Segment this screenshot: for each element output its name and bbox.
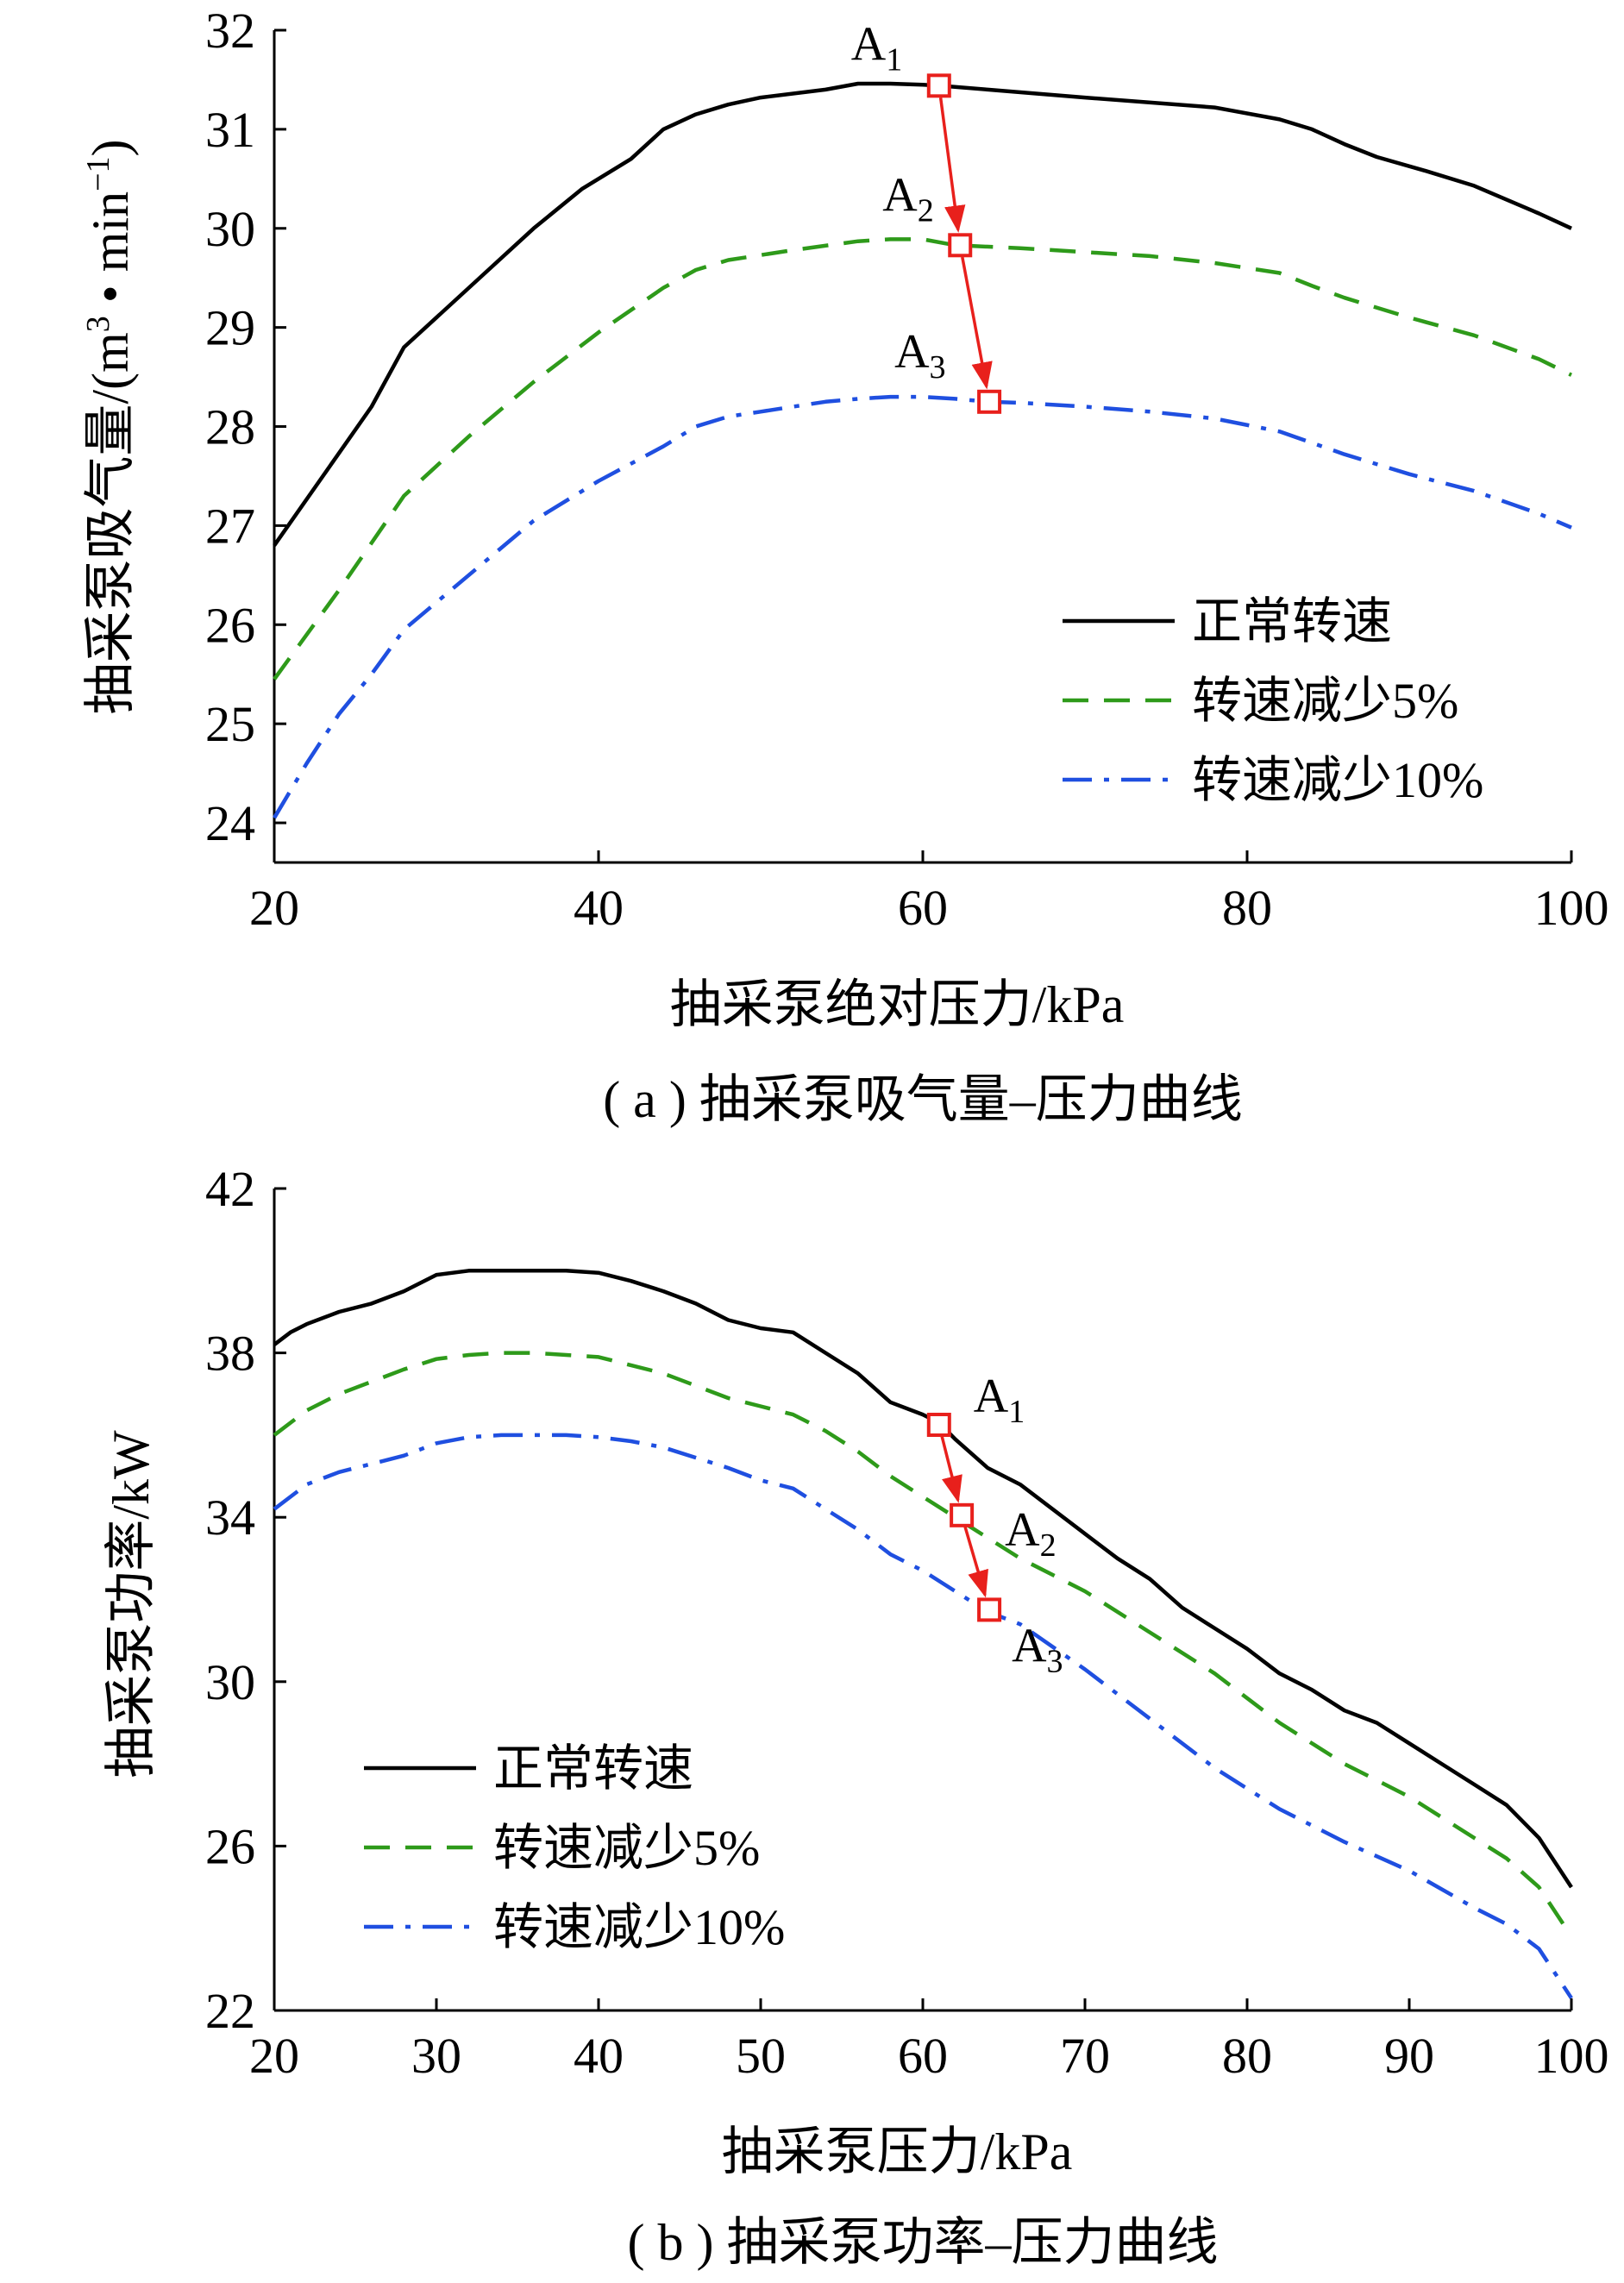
series-line-3 [273,394,1572,819]
x-tick-label: 30 [411,2028,461,2084]
point-label: A3 [1012,1619,1063,1679]
point-marker [926,1412,951,1437]
legend-label: 转速减少5% [493,1820,760,1876]
x-tick-label: 50 [736,2028,786,2084]
y-tick-label: 25 [205,696,255,752]
point-label: A2 [882,168,933,229]
y-axis-title: 抽采泵吸气量/(m3 • min−1) [80,139,139,714]
y-tick-label: 26 [205,597,255,653]
arrow [963,1526,988,1598]
x-tick-label: 70 [1060,2028,1110,2084]
point-marker [977,389,1002,414]
arrow [940,1436,962,1503]
y-axis-title: 抽采泵功率/kW [103,1430,160,1778]
y-tick-label: 32 [205,3,255,59]
series-line-2 [273,1351,1573,1938]
x-tick-label: 40 [574,2028,624,2084]
y-tick-labels: 24 25 26 27 28 29 30 31 32 [205,3,255,851]
x-axis-title: 抽采泵绝对压力/kPa [670,976,1125,1033]
series-line-3 [273,1433,1573,1999]
y-tick-label: 31 [205,102,255,158]
series-lines [273,81,1572,819]
annotation-markers: A1 A2 A3 [851,17,1002,414]
x-tick-label: 20 [249,2028,299,2084]
legend-label: 正常转速 [493,1740,693,1797]
x-tick-label: 90 [1384,2028,1434,2084]
series-line-1 [273,81,1572,547]
y-tick-label: 30 [205,201,255,257]
legend-label: 转速减少10% [1192,752,1483,808]
x-tick-labels: 20 30 40 50 60 70 80 90 100 [249,2028,1609,2084]
point-marker [950,1502,975,1527]
y-tick-label: 28 [205,399,255,455]
y-tick-label: 29 [205,300,255,356]
x-tick-label: 80 [1222,2028,1272,2084]
point-label: A1 [974,1370,1025,1430]
arrow [938,97,966,233]
legend-label: 转速减少10% [493,1899,785,1955]
point-label: A1 [851,17,902,78]
x-tick-label: 100 [1534,2028,1609,2084]
annotation-markers: A1 A2 A3 [926,1370,1063,1679]
x-tick-label: 60 [898,2028,948,2084]
x-tick-labels: 20 40 60 80 100 [249,880,1609,936]
y-tick-label: 42 [205,1161,255,1217]
series-line-1 [273,1269,1573,1889]
x-axis-title: 抽采泵压力/kPa [722,2123,1073,2180]
caption: ( b ) 抽采泵功率–压力曲线 [628,2214,1219,2271]
legend-label: 正常转速 [1192,593,1392,649]
point-label: A2 [1005,1503,1056,1564]
y-tick-label: 26 [205,1818,255,1874]
point-marker [948,233,973,258]
series-lines [273,1269,1573,1999]
axes [273,1187,1573,2012]
x-tick-label: 100 [1534,880,1609,936]
y-tick-label: 34 [205,1490,255,1546]
series-line-2 [273,237,1572,681]
y-tick-label: 38 [205,1326,255,1382]
y-tick-label: 27 [205,498,255,554]
caption: ( a ) 抽采泵吸气量–压力曲线 [603,1071,1243,1128]
arrow [961,256,993,390]
chart-panel-a: 24 25 26 27 28 29 30 31 32 20 40 60 80 100 A1 A2 A3 正常… [80,3,1609,1128]
axes [273,28,1573,864]
y-tick-label: 22 [205,1983,255,2039]
point-marker [926,73,951,98]
x-tick-label: 40 [574,880,624,936]
y-tick-label: 24 [205,795,255,851]
point-marker [977,1597,1002,1622]
x-tick-label: 20 [249,880,299,936]
point-label: A3 [894,325,945,386]
legend-label: 转速减少5% [1192,673,1458,729]
y-tick-labels: 22 26 30 34 38 42 [205,1161,255,2039]
x-tick-label: 60 [898,880,948,936]
y-tick-label: 30 [205,1654,255,1710]
x-tick-label: 80 [1222,880,1272,936]
